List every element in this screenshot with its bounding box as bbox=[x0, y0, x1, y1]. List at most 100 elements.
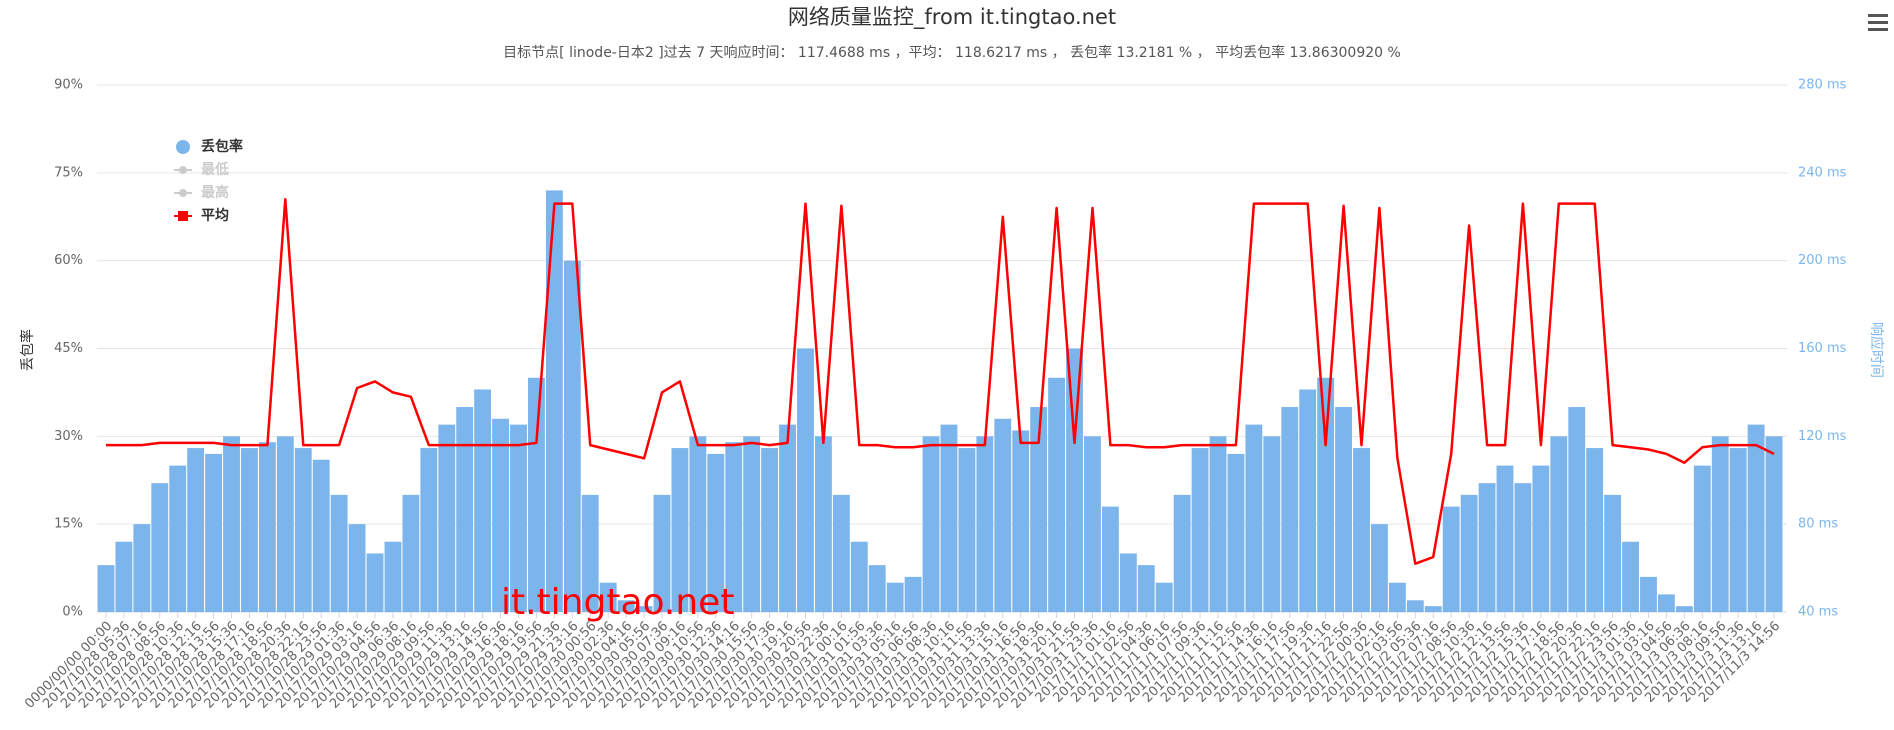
bar bbox=[438, 424, 456, 612]
bar bbox=[922, 436, 940, 612]
bar bbox=[1101, 506, 1119, 612]
y2-tick-label: 80 ms bbox=[1798, 517, 1838, 532]
legend-label: 最低 bbox=[201, 161, 229, 178]
bar bbox=[1066, 348, 1083, 612]
bar bbox=[223, 436, 240, 612]
bar bbox=[1424, 606, 1442, 612]
bar bbox=[1173, 494, 1191, 612]
bar bbox=[958, 448, 976, 612]
bar bbox=[599, 582, 617, 612]
bar bbox=[1263, 436, 1281, 612]
bar bbox=[510, 424, 527, 612]
chart-subtitle: 目标节点[ linode-日本2 ]过去 7 天响应时间： 117.4688 m… bbox=[503, 44, 1401, 61]
y-tick-label: 30% bbox=[54, 429, 83, 444]
bar bbox=[1550, 436, 1568, 612]
menu-bar bbox=[1868, 28, 1888, 31]
bar bbox=[402, 494, 420, 612]
bar bbox=[1191, 448, 1209, 612]
bar bbox=[1568, 407, 1586, 612]
legend-item[interactable]: 最高 bbox=[174, 184, 229, 201]
watermark: it.tingtao.net bbox=[501, 582, 734, 623]
bar bbox=[814, 436, 832, 612]
bar bbox=[420, 448, 438, 612]
bar bbox=[1209, 436, 1227, 612]
bar bbox=[1514, 483, 1532, 612]
bar bbox=[1030, 407, 1048, 612]
bar bbox=[617, 600, 635, 612]
bar bbox=[151, 483, 169, 612]
bar bbox=[1299, 389, 1317, 612]
bar bbox=[1084, 436, 1101, 612]
y2-tick-label: 160 ms bbox=[1798, 341, 1847, 356]
bar bbox=[366, 553, 384, 612]
bar bbox=[653, 494, 671, 612]
bar bbox=[97, 565, 115, 612]
bar bbox=[1496, 465, 1514, 612]
bar bbox=[886, 582, 904, 612]
bar bbox=[868, 565, 886, 612]
y2-tick-label: 240 ms bbox=[1798, 165, 1847, 180]
bar bbox=[743, 436, 761, 612]
y-tick-label: 45% bbox=[54, 341, 83, 356]
bar bbox=[1353, 448, 1370, 612]
bar bbox=[1442, 506, 1460, 612]
bar bbox=[1622, 541, 1639, 612]
bar bbox=[1371, 524, 1388, 612]
y2-tick-label: 280 ms bbox=[1798, 78, 1847, 93]
bar bbox=[330, 494, 348, 612]
legend-item[interactable]: 丢包率 bbox=[176, 138, 243, 155]
bar bbox=[761, 448, 779, 612]
bar bbox=[725, 442, 743, 612]
bar bbox=[1675, 606, 1693, 612]
y2-tick-label: 200 ms bbox=[1798, 253, 1847, 268]
bar bbox=[1227, 453, 1245, 612]
bar bbox=[850, 541, 868, 612]
y-tick-label: 15% bbox=[54, 517, 83, 532]
y-tick-label: 0% bbox=[62, 605, 83, 620]
bar bbox=[689, 436, 707, 612]
bar bbox=[492, 418, 509, 612]
bar bbox=[276, 436, 294, 612]
menu-button[interactable] bbox=[1868, 14, 1888, 31]
bar bbox=[348, 524, 366, 612]
bar bbox=[797, 348, 814, 612]
legend-symbol bbox=[176, 140, 190, 154]
bar bbox=[115, 541, 133, 612]
legend-label: 最高 bbox=[201, 184, 229, 201]
legend-symbol bbox=[179, 189, 187, 197]
bar bbox=[1137, 565, 1155, 612]
bar bbox=[1711, 436, 1729, 612]
bar bbox=[671, 448, 689, 612]
legend-item[interactable]: 最低 bbox=[174, 161, 229, 178]
bar bbox=[1119, 553, 1137, 612]
bar bbox=[1388, 582, 1406, 612]
bar bbox=[1693, 465, 1711, 612]
bar bbox=[1640, 576, 1657, 612]
y-tick-label: 90% bbox=[54, 78, 83, 93]
y2-tick-label: 120 ms bbox=[1798, 429, 1847, 444]
bar bbox=[545, 190, 563, 612]
bar bbox=[294, 448, 312, 612]
legend-symbol bbox=[178, 211, 188, 221]
bar bbox=[528, 377, 545, 612]
bar bbox=[904, 576, 922, 612]
bar bbox=[1406, 600, 1424, 612]
y2-tick-label: 40 ms bbox=[1798, 605, 1838, 620]
bar bbox=[205, 453, 223, 612]
menu-bar bbox=[1868, 21, 1888, 24]
bar bbox=[1335, 407, 1352, 612]
legend-item[interactable]: 平均 bbox=[174, 207, 229, 224]
bar bbox=[1532, 465, 1550, 612]
bar bbox=[258, 442, 276, 612]
bar bbox=[133, 524, 151, 612]
y2-axis-title: 响应时间 bbox=[1868, 322, 1885, 378]
bar bbox=[312, 459, 330, 612]
legend-symbol bbox=[179, 166, 187, 174]
bar bbox=[994, 418, 1012, 612]
bar bbox=[707, 453, 725, 612]
y-tick-label: 60% bbox=[54, 253, 83, 268]
bar bbox=[169, 465, 187, 612]
bar bbox=[187, 448, 205, 612]
bar bbox=[832, 494, 850, 612]
